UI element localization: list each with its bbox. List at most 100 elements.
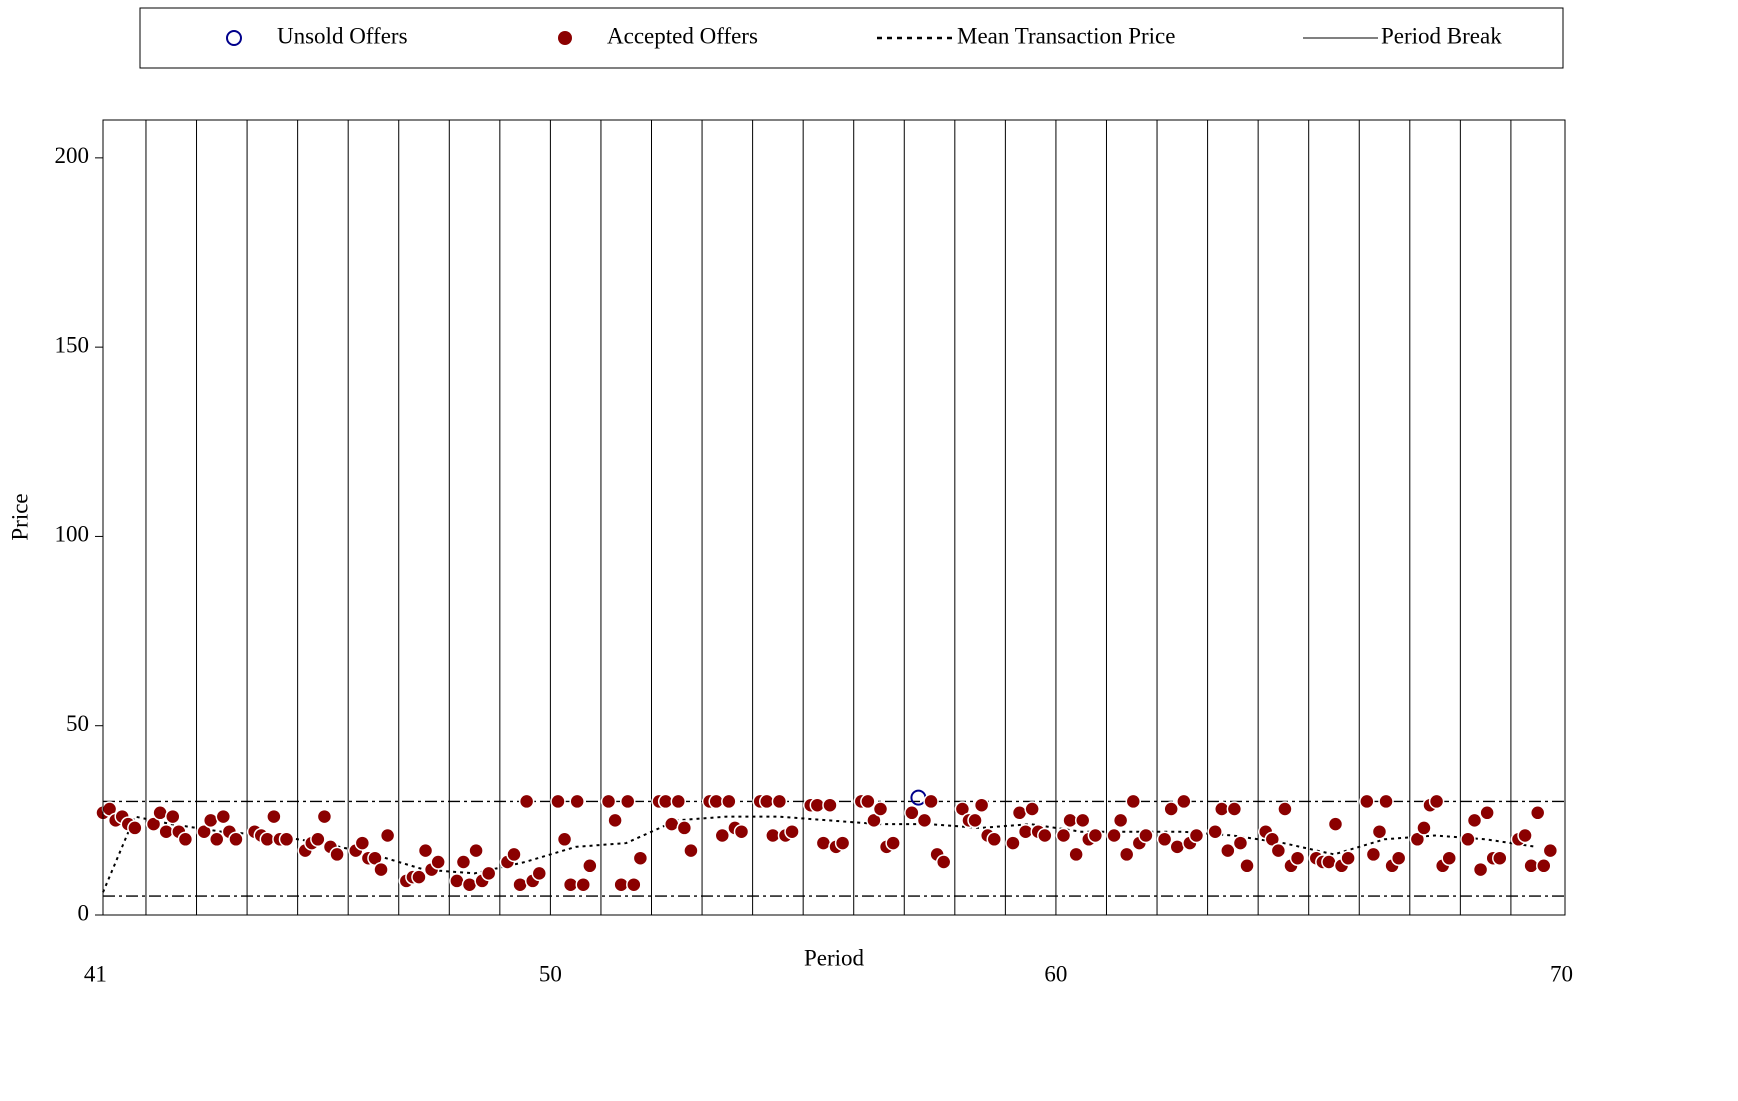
accepted-point bbox=[417, 842, 434, 859]
y-axis-label: Price bbox=[7, 493, 32, 540]
accepted-point bbox=[411, 869, 427, 885]
accepted-point bbox=[1321, 854, 1337, 870]
accepted-point bbox=[145, 816, 162, 832]
accepted-point bbox=[683, 842, 699, 859]
accepted-point bbox=[1005, 835, 1021, 851]
accepted-point bbox=[575, 876, 592, 893]
accepted-point bbox=[771, 793, 788, 810]
legend-label: Period Break bbox=[1381, 23, 1502, 48]
accepted-point bbox=[1409, 831, 1426, 848]
accepted-point bbox=[1188, 827, 1205, 844]
accepted-point bbox=[373, 861, 389, 878]
unsold-point bbox=[910, 789, 927, 806]
accepted-point bbox=[430, 854, 446, 870]
accepted-point bbox=[815, 835, 832, 851]
y-tick-label: 0 bbox=[78, 900, 90, 925]
accepted-point bbox=[480, 865, 497, 882]
accepted-point bbox=[1466, 812, 1483, 829]
accepted-point bbox=[569, 793, 585, 810]
accepted-point bbox=[973, 797, 990, 813]
accepted-point bbox=[177, 831, 194, 848]
accepted-point bbox=[1472, 861, 1489, 878]
accepted-point bbox=[354, 835, 371, 851]
accepted-point bbox=[461, 876, 478, 893]
accepted-point bbox=[208, 831, 225, 848]
accepted-point bbox=[1068, 846, 1084, 863]
accepted-point bbox=[379, 827, 396, 844]
accepted-point bbox=[1428, 793, 1445, 810]
legend-label: Unsold Offers bbox=[277, 23, 408, 48]
legend-label: Accepted Offers bbox=[607, 23, 758, 48]
accepted-point bbox=[1055, 827, 1072, 844]
accepted-point bbox=[1289, 850, 1306, 866]
accepted-point bbox=[663, 816, 680, 832]
accepted-point bbox=[1163, 801, 1179, 817]
accepted-point bbox=[607, 812, 623, 829]
accepted-point bbox=[1378, 793, 1394, 810]
accepted-point bbox=[202, 812, 219, 829]
accepted-point bbox=[1371, 823, 1388, 840]
accepted-point bbox=[1138, 827, 1154, 844]
accepted-point bbox=[127, 820, 143, 836]
accepted-point bbox=[967, 812, 983, 829]
accepted-point bbox=[885, 835, 901, 851]
accepted-point bbox=[1327, 816, 1344, 832]
accepted-point bbox=[954, 801, 971, 817]
accepted-point bbox=[506, 846, 522, 863]
accepted-point bbox=[600, 793, 617, 810]
accepted-point bbox=[733, 823, 750, 840]
accepted-point bbox=[1416, 820, 1432, 836]
accepted-point bbox=[518, 793, 535, 810]
accepted-point bbox=[1365, 846, 1382, 863]
y-tick-label: 50 bbox=[66, 711, 89, 736]
accepted-point bbox=[215, 808, 232, 825]
accepted-point bbox=[866, 812, 882, 829]
accepted-point bbox=[1024, 801, 1040, 817]
accepted-point bbox=[165, 808, 181, 825]
accepted-point bbox=[923, 793, 939, 810]
accepted-point bbox=[1390, 850, 1407, 866]
accepted-point bbox=[860, 793, 876, 810]
accepted-point bbox=[196, 823, 212, 840]
y-tick-label: 200 bbox=[55, 143, 90, 168]
accepted-point bbox=[1460, 831, 1476, 848]
accepted-point bbox=[556, 831, 573, 848]
accepted-point bbox=[1118, 846, 1135, 863]
accepted-point bbox=[1011, 805, 1028, 821]
accepted-point bbox=[1176, 793, 1192, 810]
accepted-point bbox=[1492, 850, 1508, 866]
legend-key bbox=[558, 31, 572, 45]
accepted-point bbox=[1087, 827, 1104, 844]
accepted-point bbox=[1226, 801, 1243, 817]
accepted-point bbox=[1074, 812, 1091, 829]
accepted-point bbox=[1156, 831, 1173, 848]
accepted-point bbox=[1277, 801, 1293, 817]
accepted-point bbox=[278, 831, 295, 848]
x-tick-label: 50 bbox=[539, 961, 562, 986]
accepted-point bbox=[904, 805, 920, 821]
accepted-point bbox=[1037, 827, 1053, 844]
x-tick-label: 41 bbox=[84, 961, 107, 986]
accepted-point bbox=[512, 876, 528, 893]
x-axis-label: Period bbox=[804, 945, 865, 970]
accepted-point bbox=[1542, 842, 1559, 859]
accepted-point bbox=[1207, 823, 1223, 840]
accepted-point bbox=[676, 820, 693, 836]
accepted-point bbox=[316, 808, 333, 825]
x-tick-label: 70 bbox=[1550, 961, 1573, 986]
accepted-point bbox=[1125, 793, 1142, 810]
accepted-point bbox=[152, 805, 168, 821]
accepted-point bbox=[784, 823, 800, 840]
accepted-point bbox=[670, 793, 687, 810]
mean-line bbox=[102, 815, 1537, 893]
accepted-point bbox=[1169, 839, 1186, 855]
accepted-point bbox=[329, 846, 345, 863]
accepted-point bbox=[1359, 793, 1375, 810]
accepted-point bbox=[935, 854, 952, 870]
accepted-point bbox=[1517, 827, 1533, 844]
legend-label: Mean Transaction Price bbox=[957, 23, 1175, 48]
accepted-point bbox=[916, 812, 933, 829]
accepted-point bbox=[1112, 812, 1129, 829]
accepted-point bbox=[266, 808, 282, 825]
plot-frame bbox=[102, 119, 1566, 916]
